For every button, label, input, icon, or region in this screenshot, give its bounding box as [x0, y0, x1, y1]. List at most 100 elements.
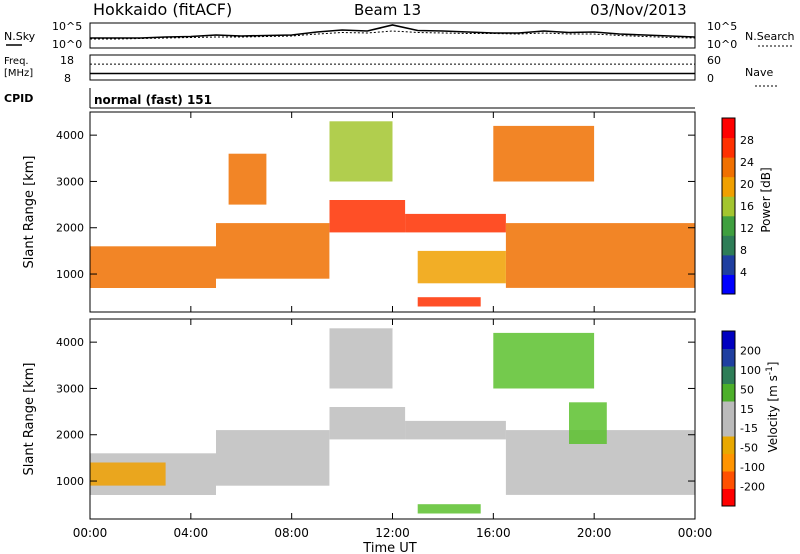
power-colorbar-segment [722, 157, 735, 178]
power-y-label: Slant Range [km] [22, 156, 37, 269]
y-tick-label: 4000 [56, 336, 84, 349]
velocity-colorbar-segment [722, 436, 735, 454]
power-colorbar-segment [722, 274, 735, 295]
velocity-colorbar-tick: 200 [740, 344, 761, 357]
velocity-y-ticks: 1000 2000 3000 4000 [56, 336, 695, 488]
nsearch-label: N.Search [745, 30, 795, 43]
velocity-colorbar-segment [722, 453, 735, 472]
power-colorbar-tick: 16 [740, 200, 754, 213]
power-colorbar-segment [722, 196, 735, 217]
velocity-colorbar-tick: 100 [740, 364, 761, 377]
power-region [329, 200, 406, 233]
power-colorbar-segment [722, 118, 735, 139]
y-tick-label: 3000 [56, 175, 84, 188]
velocity-region [405, 420, 506, 440]
station-title: Hokkaido (fitACF) [93, 0, 232, 19]
velocity-colorbar-label: Velocity [m s-1] [765, 362, 780, 453]
power-colorbar: 4 8 12 16 20 24 28 [721, 117, 754, 295]
nave-label: Nave [745, 66, 773, 79]
velocity-colorbar-tick: 50 [740, 383, 754, 396]
y-tick-label: 3000 [56, 382, 84, 395]
velocity-colorbar-tick: -15 [740, 422, 758, 435]
nsky-label: N.Sky [4, 30, 36, 43]
noise-lines [90, 24, 696, 40]
noise-series-0 [90, 24, 696, 39]
power-region [90, 246, 216, 288]
power-colorbar-tick: 28 [740, 134, 754, 147]
power-y-ticks: 1000 2000 3000 4000 [56, 129, 695, 281]
freq-right-tick-top: 60 [707, 54, 721, 67]
x-tick-label: 00:00 [678, 526, 713, 540]
y-tick-label: 1000 [56, 268, 84, 281]
velocity-colorbar-segment [722, 383, 735, 402]
velocity-region [329, 328, 393, 389]
power-region [505, 223, 695, 288]
x-tick-label: 20:00 [577, 526, 612, 540]
velocity-colorbar-segment [722, 418, 735, 437]
power-colorbar-tick: 20 [740, 178, 754, 191]
velocity-colorbar-tick: -50 [740, 442, 758, 455]
power-colorbar-label: Power [dB] [759, 167, 773, 232]
power-colorbar-tick: 8 [740, 244, 747, 257]
power-colorbar-frame [721, 117, 736, 295]
velocity-y-label: Slant Range [km] [22, 363, 37, 476]
power-colorbar-segment [722, 137, 735, 158]
power-colorbar-segment [722, 215, 735, 236]
noise-left-tick-top: 10^5 [52, 20, 82, 33]
velocity-panel: 1000 2000 3000 4000 Slant Range [km] 200 100… [22, 112, 780, 554]
velocity-colorbar-frame [721, 330, 736, 507]
velocity-colorbar-tick: -200 [740, 481, 765, 494]
velocity-region [329, 407, 406, 440]
x-tick-label: 16:00 [476, 526, 511, 540]
power-region [228, 153, 267, 205]
freq-right-tick-bottom: 0 [707, 72, 714, 85]
power-colorbar-tick: 24 [740, 156, 754, 169]
power-colorbar-tick: 4 [740, 266, 747, 279]
velocity-colorbar-segment [722, 366, 735, 384]
velocity-region [569, 402, 607, 444]
y-tick-label: 2000 [56, 429, 84, 442]
y-tick-label: 1000 [56, 475, 84, 488]
freq-frame [89, 54, 696, 81]
noise-frame [89, 22, 696, 49]
power-colorbar-segment [722, 235, 735, 256]
cpid-panel: CPID normal (fast) 151 [4, 88, 695, 109]
y-tick-label: 4000 [56, 129, 84, 142]
velocity-region [417, 504, 481, 514]
velocity-colorbar: 200 100 50 15 -15 -50 -100 -200 [721, 330, 765, 507]
x-tick-label: 04:00 [174, 526, 209, 540]
x-tick-label: 08:00 [274, 526, 309, 540]
noise-right-tick-bottom: 10^0 [707, 38, 737, 51]
y-tick-label: 2000 [56, 222, 84, 235]
cpid-text: normal (fast) 151 [94, 93, 212, 107]
date-title: 03/Nov/2013 [590, 1, 687, 19]
velocity-colorbar-segment [722, 488, 735, 507]
velocity-plot-area [90, 328, 695, 514]
velocity-colorbar-segment [722, 348, 735, 367]
noise-left-tick-bottom: 10^0 [52, 38, 82, 51]
time-x-ticks: 00:00 04:00 08:00 12:00 16:00 20:00 00:00 [73, 112, 713, 540]
x-tick-label: 12:00 [375, 526, 410, 540]
freq-label-line2: [MHz] [4, 68, 33, 79]
power-region [417, 297, 481, 307]
power-panel: 1000 2000 3000 4000 Slant Range [km] 4 8 12 16… [22, 111, 773, 313]
velocity-region [216, 430, 330, 486]
velocity-region [493, 332, 595, 389]
power-region [417, 250, 506, 284]
velocity-colorbar-segment [722, 471, 735, 489]
x-tick-label: 00:00 [73, 526, 108, 540]
power-colorbar-segment [722, 254, 735, 275]
power-plot-area [90, 121, 695, 307]
power-region [329, 121, 393, 182]
velocity-region [90, 462, 166, 486]
power-region [493, 125, 595, 182]
velocity-colorbar-segment [722, 331, 735, 349]
freq-lines [90, 63, 695, 75]
velocity-colorbar-tick: 15 [740, 403, 754, 416]
noise-right-tick-top: 10^5 [707, 20, 737, 33]
freq-label-line1: Freq. [4, 56, 29, 67]
noise-panel: N.Sky 10^5 10^0 10^5 10^0 N.Search [4, 20, 795, 51]
power-colorbar-segment [722, 176, 735, 197]
freq-left-tick-bottom: 8 [64, 72, 71, 85]
